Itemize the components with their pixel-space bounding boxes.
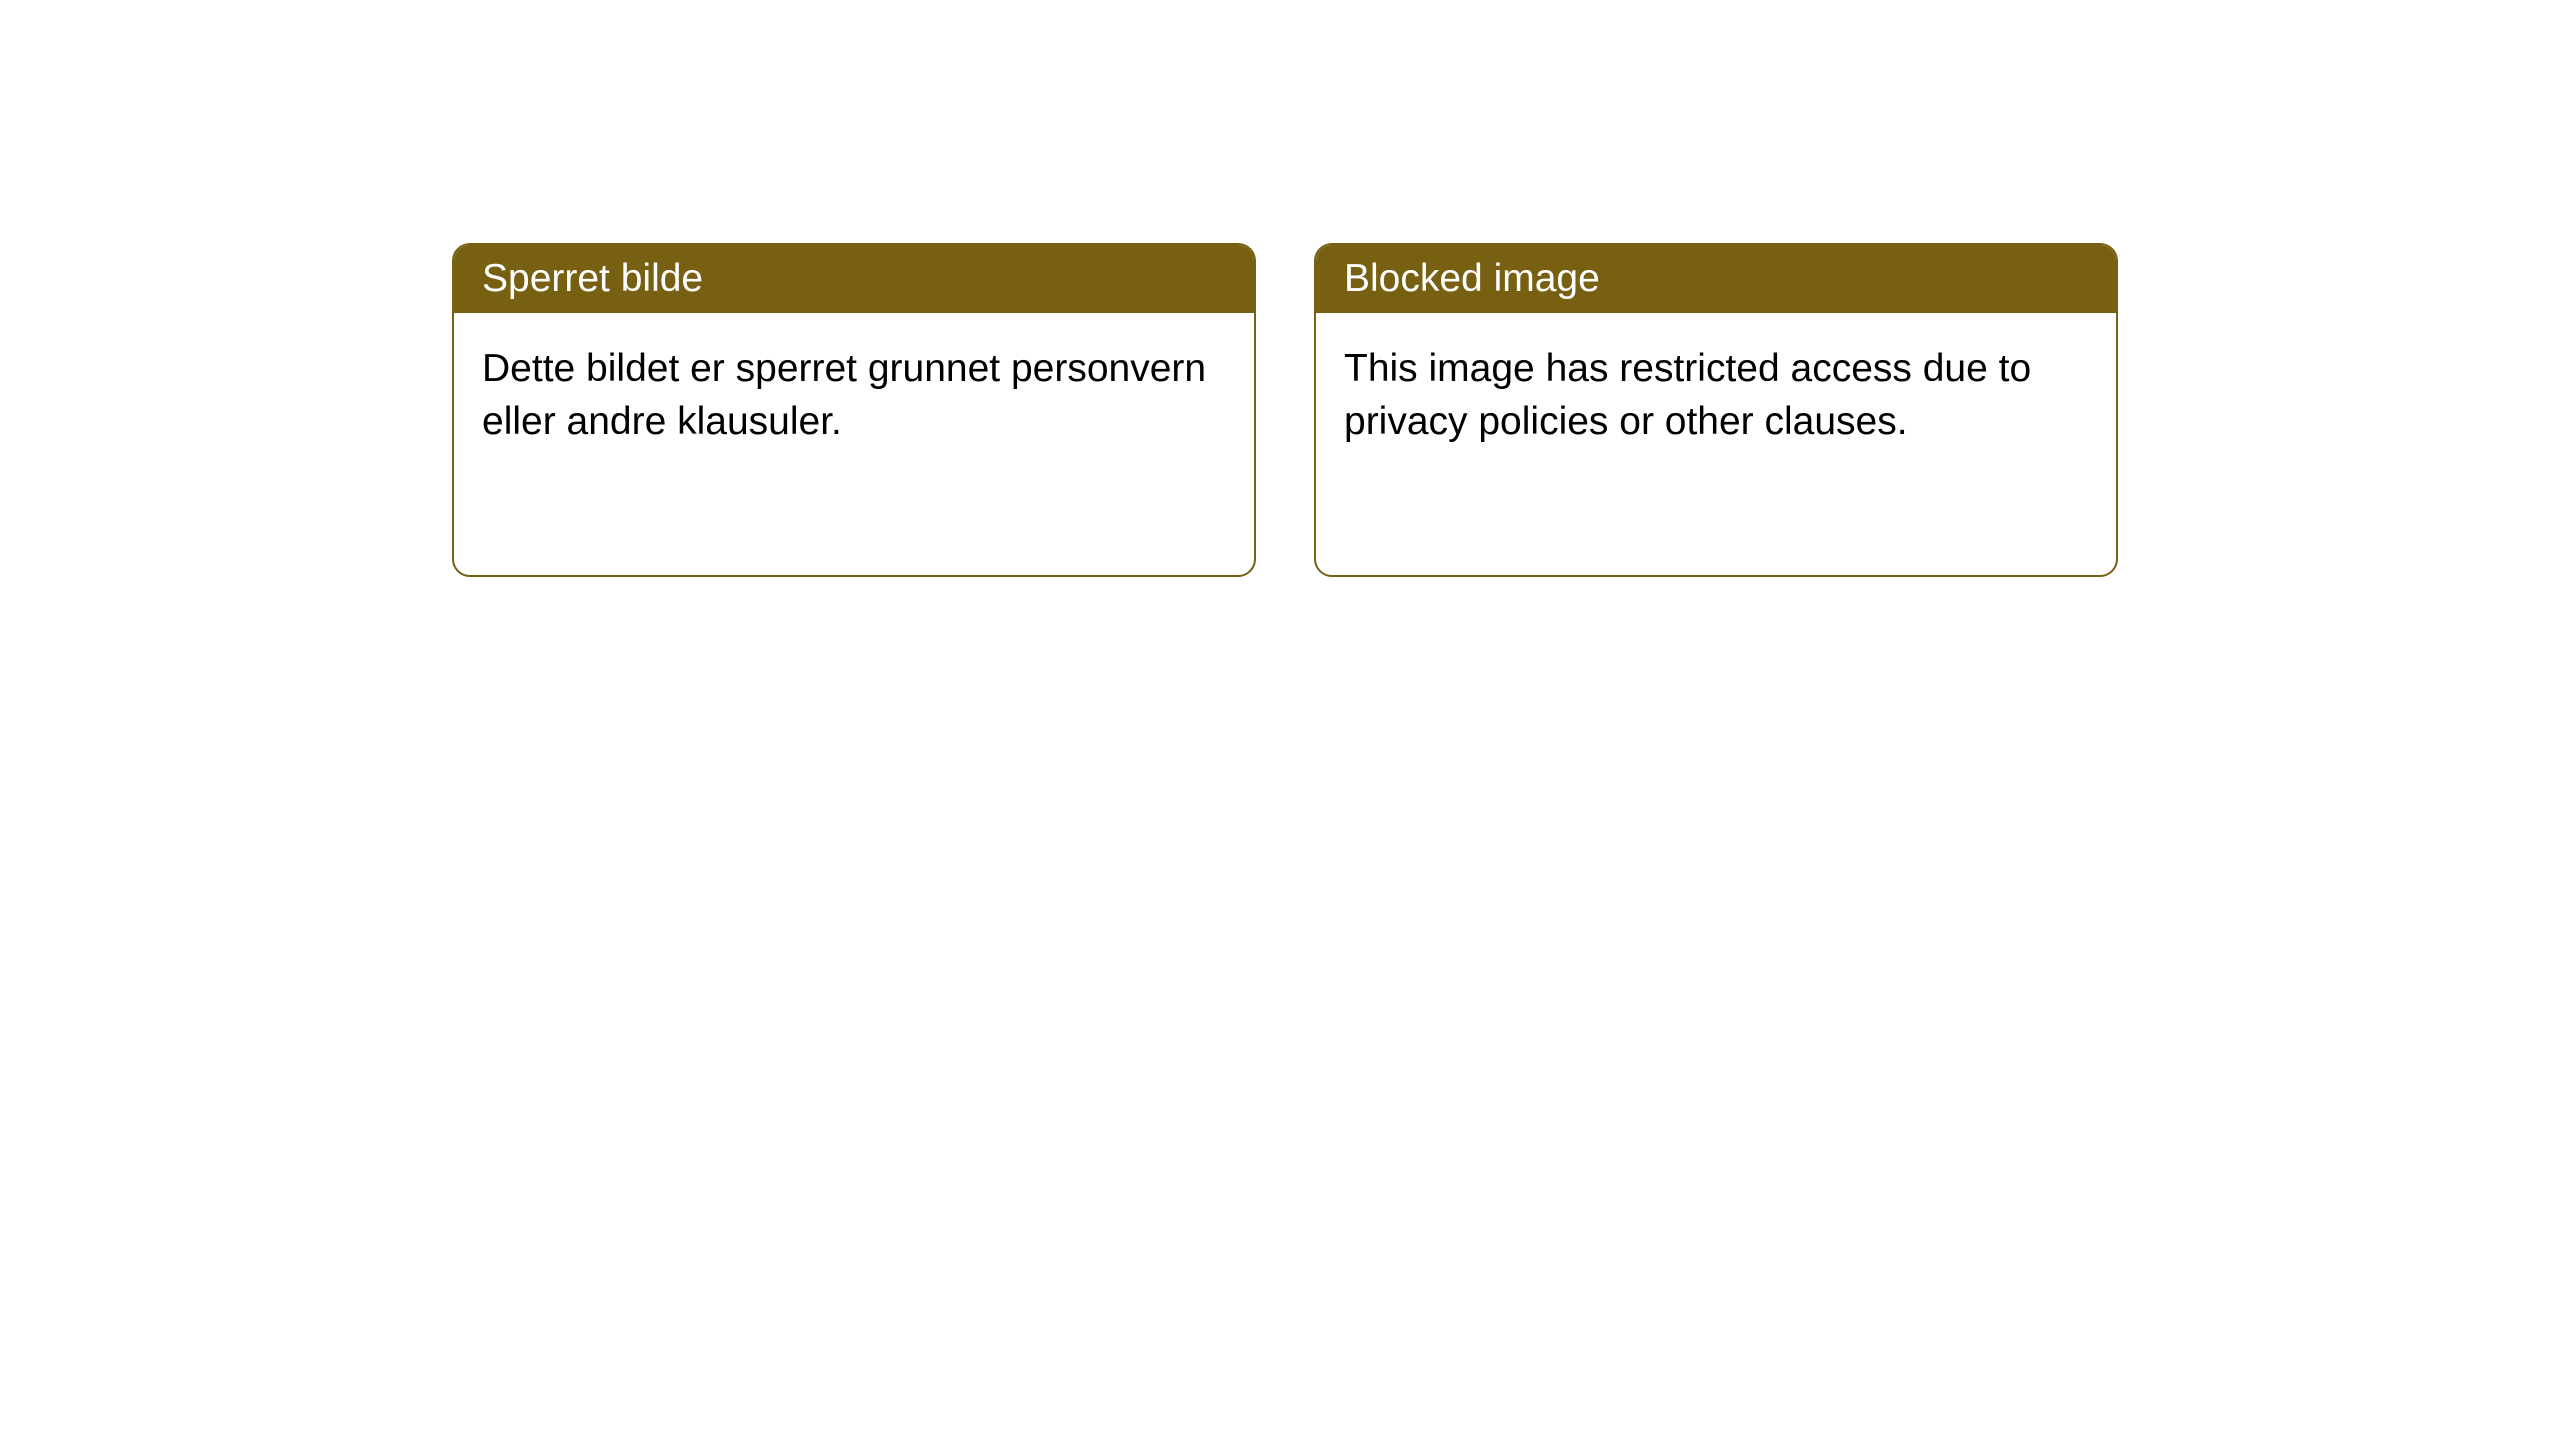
card-message: Dette bildet er sperret grunnet personve… [482, 347, 1206, 443]
card-body: Dette bildet er sperret grunnet personve… [454, 313, 1254, 478]
notice-card-norwegian: Sperret bilde Dette bildet er sperret gr… [452, 243, 1256, 577]
notice-container: Sperret bilde Dette bildet er sperret gr… [0, 0, 2560, 577]
card-title: Blocked image [1344, 257, 1600, 300]
card-header: Sperret bilde [454, 245, 1254, 313]
card-header: Blocked image [1316, 245, 2116, 313]
card-title: Sperret bilde [482, 257, 703, 300]
notice-card-english: Blocked image This image has restricted … [1314, 243, 2118, 577]
card-message: This image has restricted access due to … [1344, 347, 2031, 443]
card-body: This image has restricted access due to … [1316, 313, 2116, 478]
